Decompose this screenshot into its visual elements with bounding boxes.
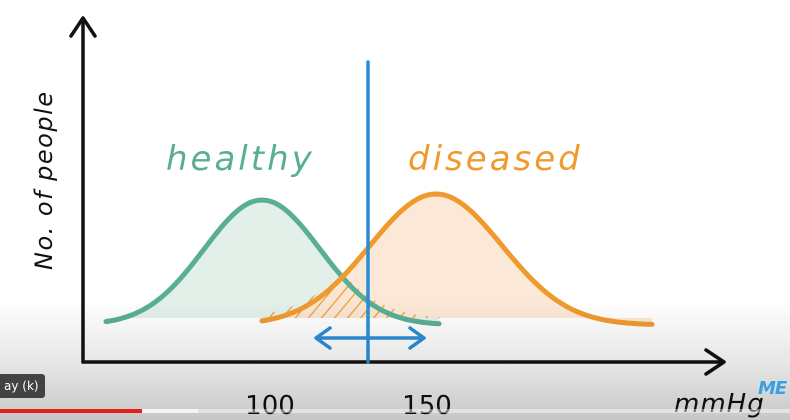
y-axis-label: No. of people	[30, 90, 58, 270]
channel-logo[interactable]: ME	[758, 378, 787, 399]
x-axis-unit-label: mmHg	[674, 389, 765, 419]
x-tick-label-150: 150	[402, 391, 452, 420]
healthy-distribution-curve	[103, 197, 442, 327]
healthy-label: healthy	[166, 139, 315, 179]
threshold-shift-arrow	[314, 326, 426, 350]
video-progress-bar[interactable]	[0, 409, 790, 413]
player-tooltip: ay (k)	[0, 374, 45, 398]
diseased-distribution-curve	[259, 191, 655, 327]
x-axis	[81, 348, 726, 376]
x-tick-label-100: 100	[245, 391, 295, 420]
video-progress-fill	[0, 409, 143, 413]
y-axis	[69, 16, 97, 364]
diseased-label: diseased	[408, 139, 583, 179]
